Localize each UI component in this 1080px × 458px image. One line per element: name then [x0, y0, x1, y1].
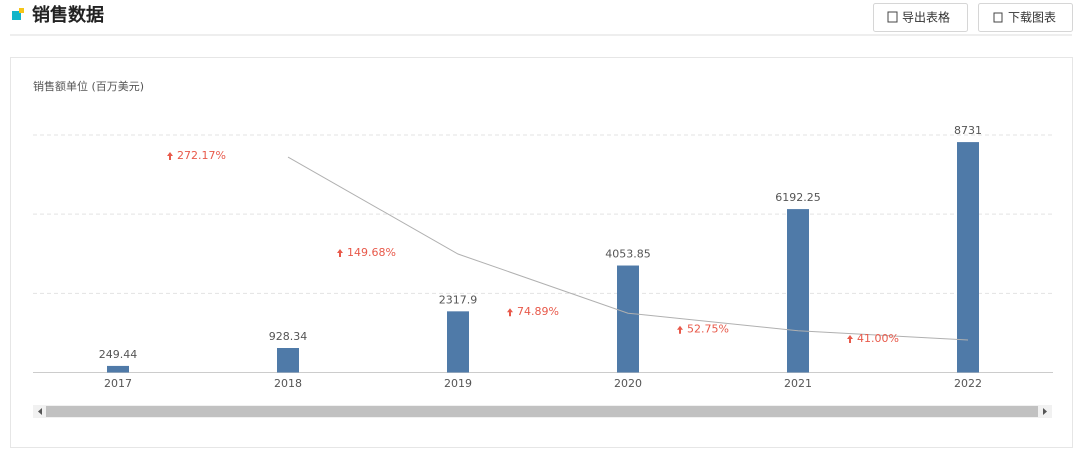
button-box[interactable]: [978, 3, 1073, 32]
chart-panel: [10, 57, 1073, 448]
export-button[interactable]: 导出表格: [873, 3, 968, 32]
growth-label: 272.17%: [177, 149, 226, 162]
up-arrow-icon: [847, 335, 853, 344]
button-box[interactable]: [873, 3, 968, 32]
download-button[interactable]: 下载图表: [978, 3, 1073, 32]
up-arrow-icon: [677, 325, 683, 334]
title-icon-accent: [19, 8, 24, 13]
scroll-right[interactable]: [1043, 408, 1047, 415]
button-label[interactable]: 导出表格: [902, 10, 950, 25]
up-arrow-icon: [337, 249, 343, 258]
button-label[interactable]: 下载图表: [1008, 11, 1056, 25]
bar-value-label: 8731: [954, 124, 982, 137]
growth-label: 41.00%: [857, 332, 899, 345]
x-tick-label: 2022: [954, 377, 982, 390]
x-tick-label: 2021: [784, 377, 812, 390]
bar: [617, 265, 639, 373]
title-icon: [12, 11, 21, 20]
bar: [107, 365, 129, 373]
growth-label: 52.75%: [687, 323, 729, 336]
page-title: 销售数据: [32, 4, 104, 26]
up-arrow-icon: [507, 308, 513, 317]
growth-label: 149.68%: [347, 246, 396, 259]
bar-value-label: 249.44: [99, 348, 138, 361]
bar-value-label: 928.34: [269, 330, 308, 343]
scroll-thumb[interactable]: [46, 406, 1038, 417]
bar: [787, 209, 809, 373]
bar: [447, 311, 469, 373]
bar-value-label: 4053.85: [605, 248, 651, 261]
growth-label: 74.89%: [517, 305, 559, 318]
bar-value-label: 6192.25: [775, 191, 821, 204]
x-tick-label: 2017: [104, 377, 132, 390]
bar: [957, 142, 979, 373]
y-axis-label: 销售额单位 (百万美元): [33, 79, 144, 93]
up-arrow-icon: [167, 152, 173, 161]
button-icon: [993, 12, 1003, 23]
x-tick-label: 2019: [444, 377, 472, 390]
bar: [277, 348, 299, 373]
scrollbar[interactable]: [33, 405, 1052, 418]
x-tick-label: 2020: [614, 377, 642, 390]
bar-value-label: 2317.9: [439, 293, 478, 306]
scroll-left[interactable]: [38, 408, 42, 415]
growth-line: [287, 156, 969, 341]
button-icon: [887, 11, 898, 23]
x-tick-label: 2018: [274, 377, 302, 390]
plot: 2017 2018 2019 2020 2021 2022 249.44 928.34 2317…: [33, 124, 1053, 390]
